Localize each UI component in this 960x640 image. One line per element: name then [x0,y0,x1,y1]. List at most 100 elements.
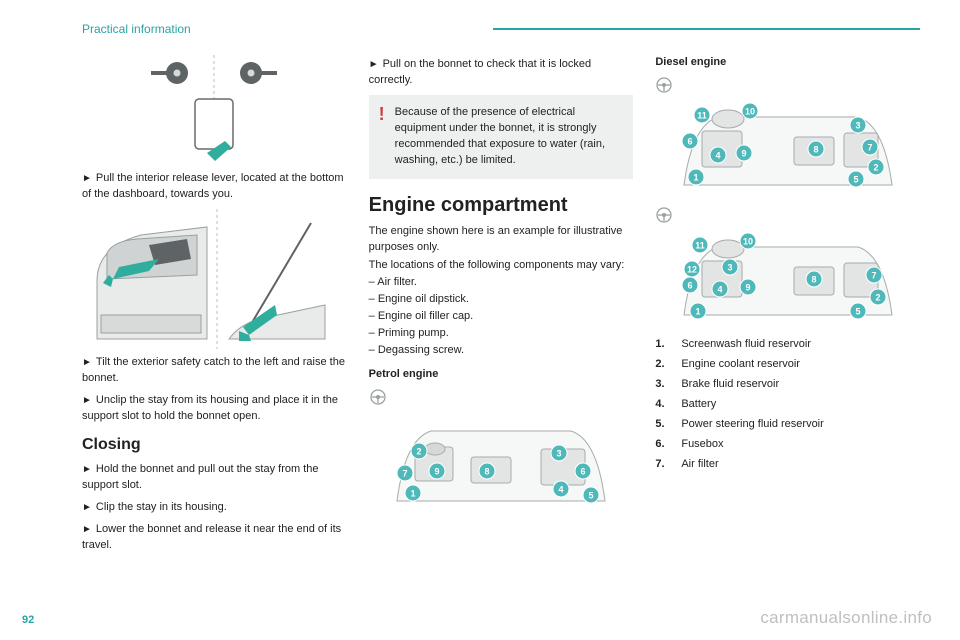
callout-9: 9 [740,279,756,295]
svg-text:1: 1 [410,489,415,499]
svg-text:7: 7 [402,469,407,479]
legend-row: 7.Air filter [655,457,920,473]
legend-row: 5.Power steering fluid reservoir [655,417,920,433]
legend-number: 6. [655,437,681,453]
svg-text:5: 5 [855,306,860,316]
callout-2: 2 [411,443,427,459]
callout-3: 3 [850,117,866,133]
callout-3: 3 [551,445,567,461]
svg-text:2: 2 [875,292,880,302]
legend-label: Engine coolant reservoir [681,357,800,373]
header-title: Practical information [82,22,191,36]
arrow-icon: ► [82,395,92,406]
svg-text:8: 8 [813,144,818,154]
callout-1: 1 [690,303,706,319]
instruction-3: ►Unclip the stay from its housing and pl… [82,393,347,425]
svg-text:8: 8 [484,467,489,477]
legend-number: 2. [655,357,681,373]
close-step-2: ►Clip the stay in its housing. [82,500,347,516]
figure-safety-catch [82,209,347,349]
svg-text:4: 4 [558,485,563,495]
svg-text:5: 5 [588,491,593,501]
warning-icon: ! [379,105,385,169]
callout-8: 8 [808,141,824,157]
close-step-1-text: Hold the bonnet and pull out the stay fr… [82,463,319,491]
callout-1: 1 [688,169,704,185]
legend-label: Power steering fluid reservoir [681,417,823,433]
engine-compartment-heading: Engine compartment [369,191,634,220]
engine-intro-1: The engine shown here is an example for … [369,224,634,256]
svg-text:1: 1 [693,172,698,182]
callout-1: 1 [405,485,421,501]
arrow-icon: ► [82,502,92,513]
legend-label: Battery [681,397,716,413]
callout-6: 6 [575,463,591,479]
callout-7: 7 [397,465,413,481]
legend-row: 6.Fusebox [655,437,920,453]
column-1: ►Pull the interior release lever, locate… [82,55,347,560]
legend-number: 7. [655,457,681,473]
instruction-top-text: Pull on the bonnet to check that it is l… [369,58,591,86]
figure-diesel-engine-2: 111012364918725 [655,227,920,327]
legend-row: 3.Brake fluid reservoir [655,377,920,393]
list-item: – Priming pump. [369,326,634,342]
callout-7: 7 [862,139,878,155]
callout-11: 11 [692,237,708,253]
close-step-3-text: Lower the bonnet and release it near the… [82,523,341,551]
svg-text:6: 6 [580,467,585,477]
callout-2: 2 [870,289,886,305]
callout-11: 11 [694,107,710,123]
close-step-1: ►Hold the bonnet and pull out the stay f… [82,462,347,494]
callout-8: 8 [806,271,822,287]
instruction-1-text: Pull the interior release lever, located… [82,172,344,200]
warning-text: Because of the presence of electrical eq… [395,105,624,169]
callout-7: 7 [866,267,882,283]
legend-row: 2.Engine coolant reservoir [655,357,920,373]
legend-label: Air filter [681,457,718,473]
legend-row: 4.Battery [655,397,920,413]
svg-text:11: 11 [695,240,705,250]
svg-text:9: 9 [745,282,750,292]
arrow-icon: ► [82,173,92,184]
diesel-engine-heading: Diesel engine [655,55,920,71]
svg-text:4: 4 [715,150,720,160]
svg-text:11: 11 [697,110,707,120]
svg-text:12: 12 [687,264,697,274]
svg-text:10: 10 [745,106,755,116]
legend-number: 3. [655,377,681,393]
callout-10: 10 [742,103,758,119]
svg-text:5: 5 [853,174,858,184]
warning-note: ! Because of the presence of electrical … [369,95,634,179]
callout-5: 5 [583,487,599,503]
list-item: – Engine oil filler cap. [369,309,634,325]
callout-9: 9 [736,145,752,161]
page-number: 92 [22,614,34,626]
steering-mini-icon [655,77,920,93]
callout-8: 8 [479,463,495,479]
callout-4: 4 [553,481,569,497]
steering-mini-icon [655,207,920,223]
legend-number: 1. [655,337,681,353]
callout-5: 5 [850,303,866,319]
svg-text:3: 3 [855,120,860,130]
instruction-1: ►Pull the interior release lever, locate… [82,171,347,203]
callout-6: 6 [682,277,698,293]
svg-text:2: 2 [416,447,421,457]
callout-3: 3 [722,259,738,275]
instruction-2-text: Tilt the exterior safety catch to the le… [82,356,345,384]
legend-label: Screenwash fluid reservoir [681,337,811,353]
svg-text:9: 9 [741,148,746,158]
legend-row: 1.Screenwash fluid reservoir [655,337,920,353]
arrow-icon: ► [82,357,92,368]
svg-text:9: 9 [434,467,439,477]
callout-12: 12 [684,261,700,277]
legend-number: 5. [655,417,681,433]
content-columns: ►Pull the interior release lever, locate… [82,55,920,560]
column-3: Diesel engine 1110649138725 11101 [655,55,920,560]
svg-text:6: 6 [687,280,692,290]
instruction-2: ►Tilt the exterior safety catch to the l… [82,355,347,387]
arrow-icon: ► [369,59,379,70]
callout-5: 5 [848,171,864,187]
figure-release-lever [82,55,347,165]
legend-number: 4. [655,397,681,413]
